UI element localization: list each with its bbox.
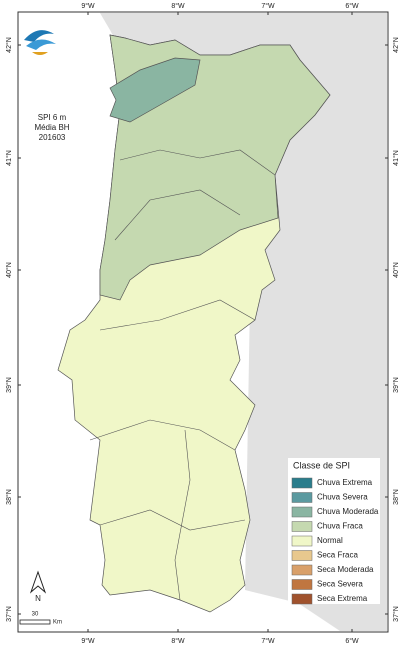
lat-label: 41°N (392, 150, 400, 166)
legend-label: Chuva Moderada (317, 507, 379, 516)
lon-label: 7°W (261, 637, 275, 645)
legend-swatch (291, 593, 313, 605)
legend-label: Seca Extrema (317, 594, 368, 603)
north-arrow (29, 570, 47, 594)
basin-border (99, 509, 246, 531)
basin-border (99, 299, 256, 331)
lon-label: 8°W (171, 2, 185, 10)
north-label: N (35, 594, 41, 603)
scale-unit: Km (53, 620, 62, 626)
legend-swatch (291, 506, 313, 518)
scale-bar (19, 619, 51, 625)
map-label: SPI 6 m (38, 113, 67, 122)
region-chuva-moderada (109, 57, 201, 123)
lat-label: 38°N (392, 489, 400, 505)
basin-border (174, 429, 191, 601)
basin-border (119, 149, 276, 176)
lat-label: 37°N (5, 606, 13, 622)
legend-swatch (291, 550, 313, 561)
lon-label: 6°W (345, 637, 359, 645)
lat-label: 39°N (392, 377, 400, 393)
lat-label: 42°N (392, 37, 400, 53)
map-label: Média BH (34, 123, 69, 132)
lat-label: 40°N (5, 262, 13, 278)
legend-label: Chuva Extrema (317, 478, 373, 487)
lon-label: 7°W (261, 2, 275, 10)
legend-swatch (291, 521, 313, 532)
legend-label: Chuva Severa (317, 493, 368, 502)
basin-border (89, 419, 236, 451)
legend-label: Normal (317, 536, 343, 545)
lat-label: 42°N (5, 37, 13, 53)
legend-swatch (291, 477, 313, 489)
legend-swatch (291, 579, 313, 590)
logo (24, 30, 56, 55)
lat-label: 39°N (5, 377, 13, 393)
legend-title: Classe de SPI (293, 460, 350, 470)
lat-label: 40°N (392, 262, 400, 278)
basin-border (114, 189, 241, 241)
legend-swatch (291, 492, 313, 503)
lon-label: 9°W (81, 2, 95, 10)
legend-swatch (291, 564, 313, 576)
logo-wave (24, 30, 54, 42)
lat-label: 41°N (5, 150, 13, 166)
legend-label: Seca Moderada (317, 565, 374, 574)
lon-label: 6°W (345, 2, 359, 10)
scale-distance: 30 (32, 612, 39, 618)
logo-sun (32, 52, 48, 55)
lon-label: 8°W (171, 637, 185, 645)
legend-label: Chuva Fraca (317, 522, 363, 531)
lat-label: 37°N (392, 606, 400, 622)
map-label: 201603 (39, 133, 66, 142)
lon-label: 9°W (81, 637, 95, 645)
legend-swatch (291, 535, 313, 547)
logo-wave (26, 39, 56, 50)
lat-label: 38°N (5, 489, 13, 505)
legend-label: Seca Fraca (317, 551, 358, 560)
legend-label: Seca Severa (317, 580, 363, 589)
